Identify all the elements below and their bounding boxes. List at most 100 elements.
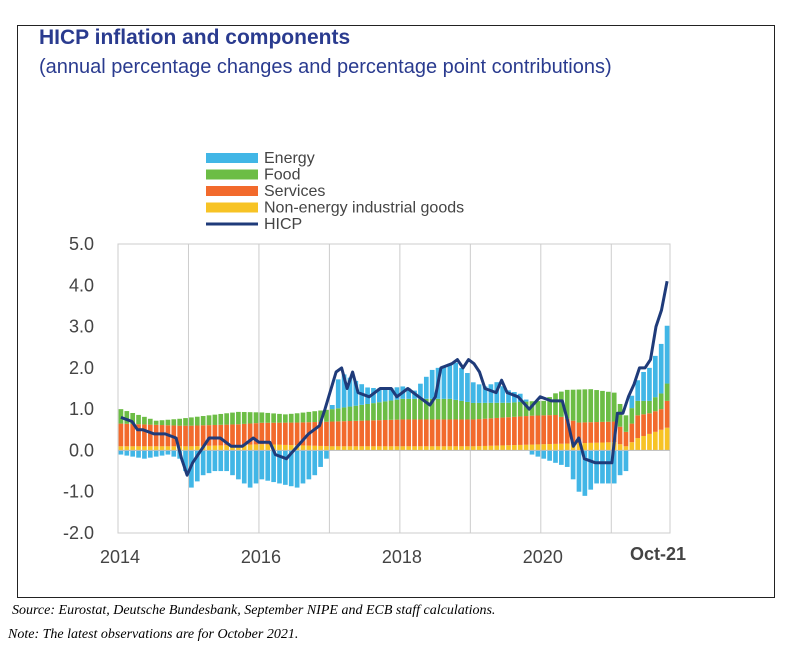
bar-food (658, 393, 664, 410)
bar-non-energy-industrial-goods (412, 446, 417, 451)
bar-energy (588, 450, 594, 490)
bar-food (236, 411, 241, 425)
bar-non-energy-industrial-goods (382, 446, 388, 451)
bar-energy (506, 390, 511, 403)
bar-non-energy-industrial-goods (512, 445, 517, 451)
bar-food (523, 401, 529, 417)
bar-services (288, 422, 294, 446)
bar-non-energy-industrial-goods (394, 446, 400, 451)
bar-food (247, 412, 253, 424)
bar-energy (236, 450, 241, 480)
bar-energy (470, 382, 476, 403)
bar-non-energy-industrial-goods (224, 445, 229, 451)
bar-energy (271, 450, 276, 483)
x-tick-label: Oct-21 (630, 544, 686, 564)
bar-services (359, 420, 365, 447)
bar-food (459, 400, 464, 420)
bar-services (371, 420, 376, 447)
bar-services (441, 419, 447, 447)
bar-food (441, 398, 447, 420)
bar-food (136, 414, 141, 425)
bar-services (353, 420, 359, 447)
bar-non-energy-industrial-goods (600, 442, 605, 451)
bar-energy (371, 387, 376, 404)
bar-food (230, 412, 235, 425)
bar-energy (418, 383, 423, 399)
bar-food (453, 399, 458, 420)
bar-non-energy-industrial-goods (376, 446, 382, 451)
bar-energy (453, 362, 458, 400)
legend-swatch (206, 186, 258, 196)
bar-non-energy-industrial-goods (171, 446, 177, 451)
bar-energy (265, 450, 271, 481)
legend-label: Food (264, 167, 300, 184)
bar-energy (283, 450, 288, 485)
bar-food (494, 402, 500, 418)
bar-food (394, 399, 400, 420)
bar-non-energy-industrial-goods (300, 445, 306, 451)
bar-services (447, 419, 453, 447)
bar-food (212, 414, 218, 425)
bar-food (506, 402, 511, 418)
bar-services (588, 422, 594, 443)
bar-services (394, 419, 400, 447)
bar-services (635, 415, 641, 439)
bar-energy (547, 450, 552, 461)
bar-non-energy-industrial-goods (159, 446, 165, 451)
bar-non-energy-industrial-goods (535, 444, 541, 451)
bar-food (194, 416, 200, 426)
bar-energy (641, 371, 646, 401)
bar-services (130, 424, 136, 447)
bar-energy (647, 367, 652, 401)
y-tick-label: 0.0 (69, 440, 94, 460)
bar-non-energy-industrial-goods (617, 444, 623, 451)
bar-non-energy-industrial-goods (147, 446, 153, 451)
bar-energy (611, 450, 617, 484)
bar-energy (218, 450, 224, 472)
bar-non-energy-industrial-goods (206, 445, 212, 451)
bar-services (453, 419, 458, 447)
bar-non-energy-industrial-goods (335, 446, 341, 451)
bar-non-energy-industrial-goods (130, 446, 136, 451)
bar-services (506, 417, 511, 446)
bar-food (277, 413, 282, 423)
bar-food (335, 408, 341, 422)
bar-services (247, 423, 253, 445)
bar-energy (535, 450, 541, 457)
bar-services (529, 415, 535, 445)
bar-food (159, 420, 165, 426)
bar-non-energy-industrial-goods (341, 446, 347, 451)
bar-energy (523, 399, 529, 402)
chart-plot: 5.0 4.0 3.0 2.0 1.0 0.0 -1.0 -2.0 2014 2016 2018 20… (63, 150, 686, 567)
bar-services (623, 431, 629, 447)
bar-food (271, 413, 276, 423)
bar-services (517, 416, 523, 445)
bar-food (388, 400, 394, 420)
bar-food (447, 398, 453, 420)
legend-label: Non-energy industrial goods (264, 200, 464, 217)
bar-non-energy-industrial-goods (517, 444, 523, 451)
bar-non-energy-industrial-goods (118, 446, 124, 451)
bar-energy (312, 450, 318, 476)
footnote: Note: The latest observations are for Oc… (8, 627, 299, 642)
bar-services (347, 421, 353, 447)
bar-food (629, 408, 635, 424)
bar-food (423, 398, 429, 420)
bar-energy (664, 325, 670, 384)
bar-services (470, 419, 476, 447)
bar-food (470, 402, 476, 420)
bar-services (218, 424, 224, 446)
bar-services (189, 425, 194, 447)
bar-energy (330, 405, 335, 410)
bar-energy (183, 450, 188, 472)
bar-non-energy-industrial-goods (406, 446, 412, 451)
x-tick-label: 2014 (100, 547, 140, 567)
bar-non-energy-industrial-goods (623, 446, 629, 451)
bar-services (136, 424, 141, 447)
bar-services (271, 422, 276, 445)
y-tick-label: 4.0 (69, 275, 94, 295)
bar-non-energy-industrial-goods (506, 445, 511, 451)
bar-energy (564, 450, 570, 467)
bar-energy (482, 386, 488, 403)
bar-food (529, 401, 535, 416)
